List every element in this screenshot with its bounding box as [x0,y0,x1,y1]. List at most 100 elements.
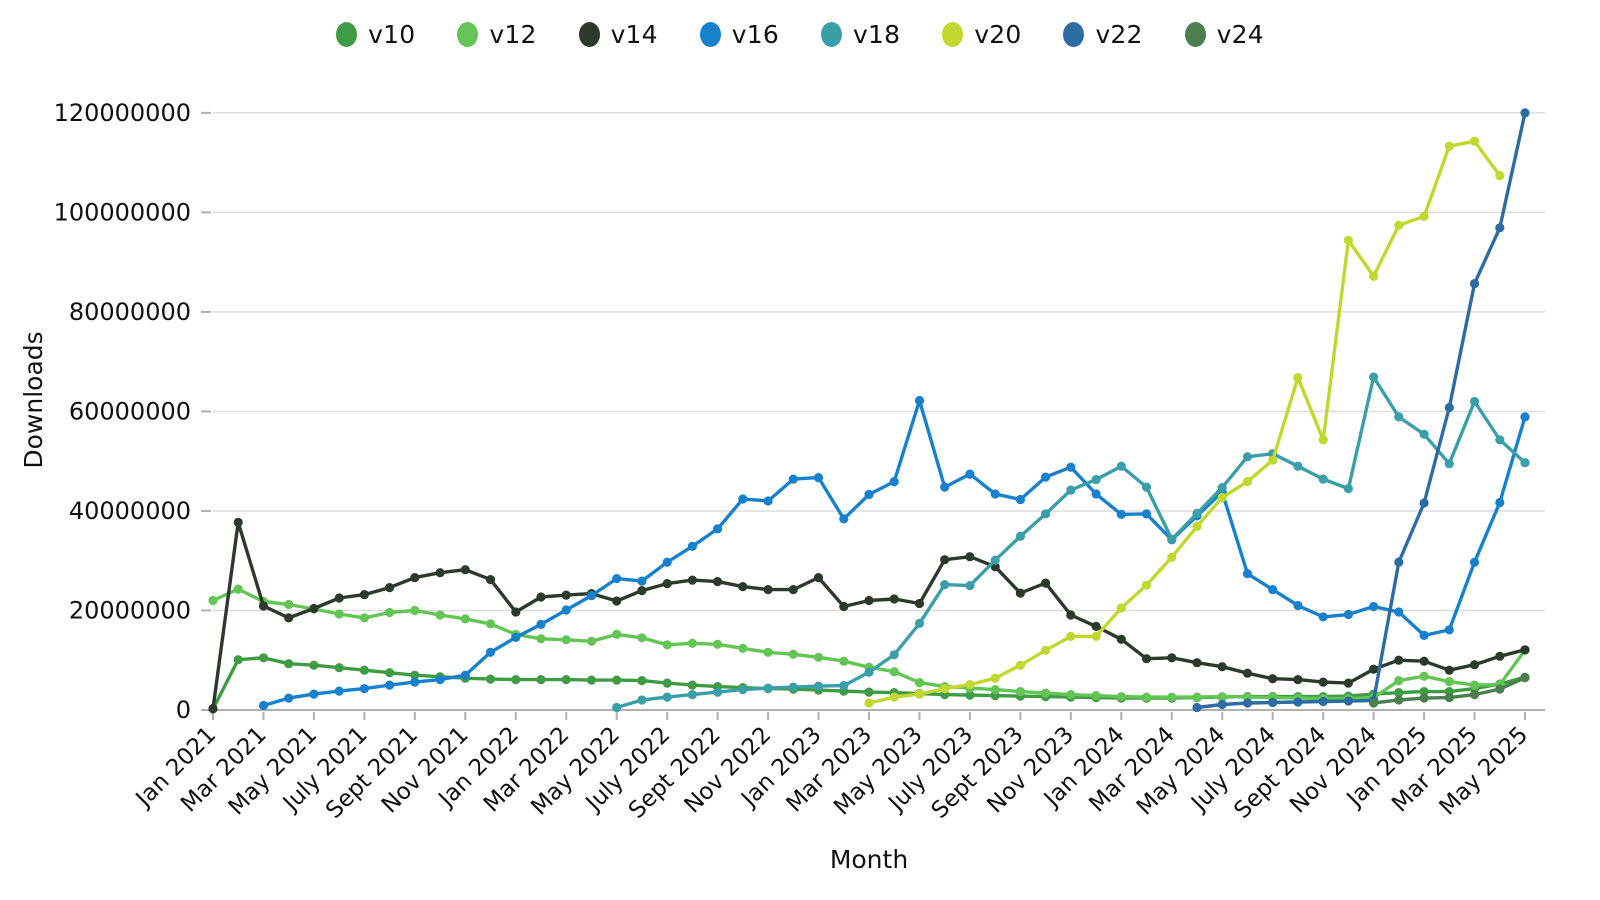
data-point-v16[interactable] [1520,412,1530,422]
data-point-v18[interactable] [914,618,925,629]
data-point-v14[interactable] [334,593,344,603]
data-point-v18[interactable] [662,692,672,702]
data-point-v16[interactable] [511,632,521,643]
data-point-v16[interactable] [637,576,647,586]
data-point-v16[interactable] [1419,630,1429,641]
data-point-v20[interactable] [1469,136,1480,146]
data-point-v14[interactable] [1268,674,1278,684]
data-point-v14[interactable] [1192,658,1202,668]
data-point-v18[interactable] [889,650,899,660]
data-point-v22[interactable] [1217,699,1227,710]
data-point-v20[interactable] [1066,631,1076,642]
data-point-v18[interactable] [1041,509,1051,519]
data-point-v14[interactable] [1444,665,1454,675]
legend-item-v22[interactable]: v22 [1063,20,1142,49]
data-point-v12[interactable] [1419,671,1429,681]
data-point-v12[interactable] [914,678,925,688]
data-point-v12[interactable] [1217,692,1227,702]
data-point-v12[interactable] [1141,692,1152,702]
data-point-v14[interactable] [612,596,622,606]
data-point-v14[interactable] [965,552,975,562]
data-point-v12[interactable] [813,652,824,662]
data-point-v16[interactable] [435,675,445,685]
data-point-v14[interactable] [1343,678,1353,688]
data-point-v24[interactable] [1495,684,1505,694]
data-point-v14[interactable] [1066,610,1076,620]
data-point-v18[interactable] [1444,459,1454,469]
data-point-v20[interactable] [1242,477,1253,487]
data-point-v12[interactable] [738,643,748,653]
data-point-v18[interactable] [1318,474,1328,484]
data-point-v12[interactable] [284,599,294,610]
data-point-v10[interactable] [359,665,369,675]
data-point-v16[interactable] [1369,601,1379,612]
data-point-v16[interactable] [1041,472,1051,482]
data-point-v16[interactable] [1066,462,1076,472]
data-point-v16[interactable] [536,619,546,630]
data-point-v20[interactable] [965,680,975,690]
data-point-v22[interactable] [1495,223,1505,233]
data-point-v20[interactable] [1015,660,1025,670]
data-point-v16[interactable] [813,473,824,483]
data-point-v18[interactable] [687,690,698,700]
data-point-v10[interactable] [612,675,622,685]
data-point-v16[interactable] [258,700,269,711]
legend-item-v20[interactable]: v20 [942,20,1021,49]
data-point-v16[interactable] [864,489,874,500]
legend-item-v10[interactable]: v10 [336,20,415,49]
data-point-v14[interactable] [1293,675,1303,685]
data-point-v14[interactable] [208,703,218,714]
data-point-v20[interactable] [1116,603,1126,613]
data-point-v12[interactable] [385,607,395,618]
data-point-v18[interactable] [612,702,622,713]
data-point-v14[interactable] [1419,656,1429,666]
data-point-v10[interactable] [233,655,243,665]
data-point-v16[interactable] [788,474,798,484]
data-point-v12[interactable] [839,656,849,666]
data-point-v14[interactable] [788,585,798,595]
data-point-v14[interactable] [713,577,723,587]
data-point-v18[interactable] [839,681,849,691]
data-point-v18[interactable] [1293,461,1303,471]
data-point-v14[interactable] [1469,660,1480,670]
data-point-v18[interactable] [940,580,950,590]
data-point-v20[interactable] [1419,211,1429,221]
data-point-v22[interactable] [1394,557,1404,567]
legend-item-v24[interactable]: v24 [1184,20,1264,49]
data-point-v12[interactable] [208,595,218,606]
data-point-v16[interactable] [990,489,1000,499]
data-point-v16[interactable] [1444,625,1454,635]
data-point-v10[interactable] [309,660,319,670]
data-point-v14[interactable] [839,601,849,612]
data-point-v14[interactable] [914,598,925,609]
data-point-v20[interactable] [1192,521,1202,532]
data-point-v20[interactable] [1167,552,1177,562]
data-point-v22[interactable] [1469,279,1480,289]
data-point-v14[interactable] [1217,662,1227,672]
data-point-v10[interactable] [511,675,521,685]
data-point-v16[interactable] [334,686,344,696]
data-point-v16[interactable] [561,605,571,615]
data-point-v20[interactable] [1141,580,1152,590]
data-point-v14[interactable] [385,583,395,593]
data-point-v10[interactable] [284,659,294,669]
data-point-v14[interactable] [485,575,496,585]
data-point-v18[interactable] [1469,396,1480,407]
data-point-v18[interactable] [1116,461,1126,471]
data-point-v12[interactable] [460,614,470,624]
data-point-v20[interactable] [1318,435,1328,445]
data-point-v18[interactable] [1192,508,1202,518]
data-point-v12[interactable] [1444,677,1454,687]
data-point-v22[interactable] [1343,696,1353,706]
data-point-v14[interactable] [1394,655,1404,665]
data-point-v22[interactable] [1520,108,1530,118]
data-point-v16[interactable] [385,680,395,690]
legend-item-v14[interactable]: v14 [578,20,658,49]
data-point-v14[interactable] [359,590,369,600]
data-point-v16[interactable] [687,541,698,551]
data-point-v12[interactable] [637,633,647,643]
data-point-v10[interactable] [1394,688,1404,698]
data-point-v14[interactable] [637,586,647,596]
data-point-v10[interactable] [334,663,344,673]
data-point-v20[interactable] [1293,373,1303,383]
